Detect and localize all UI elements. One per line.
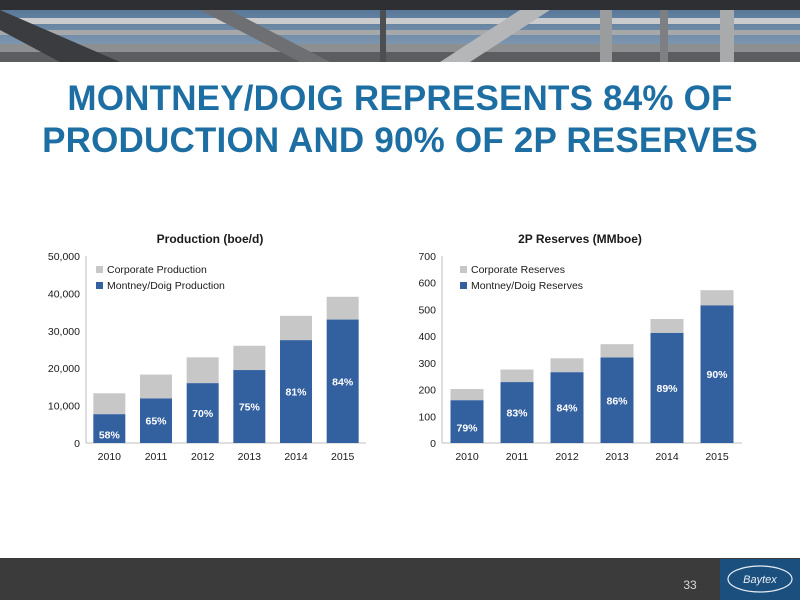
y-tick-label: 200: [418, 385, 436, 397]
x-tick-label: 2012: [555, 451, 579, 463]
legend-label-corporate: Corporate Production: [107, 264, 207, 276]
data-label-2013: 86%: [606, 395, 628, 407]
bar-montney-2011: [140, 398, 172, 443]
y-tick-label: 50,000: [48, 251, 80, 263]
x-tick-label: 2013: [238, 451, 262, 463]
x-tick-label: 2011: [506, 451, 529, 463]
bar-corporate-2012: [550, 358, 584, 373]
y-tick-label: 600: [418, 278, 436, 290]
bar-montney-2010: [450, 400, 484, 443]
legend-label-montney: Montney/Doig Production: [107, 280, 225, 292]
legend-swatch-montney: [96, 282, 103, 289]
y-tick-label: 0: [430, 438, 436, 450]
x-tick-label: 2013: [605, 451, 629, 463]
reserves-chart: 2P Reserves (MMboe) 0 100 200 300 400 500 600 7…: [418, 232, 742, 463]
data-label-2010: 58%: [99, 430, 121, 442]
bar-montney-2011: [500, 382, 534, 443]
bar-corporate-2015: [326, 296, 359, 320]
chart-legend: Corporate Production Montney/Doig Produc…: [96, 264, 225, 292]
y-tick-label: 500: [418, 304, 436, 316]
chart-title: Production (boe/d): [157, 232, 264, 246]
bar-corporate-2013: [600, 344, 634, 358]
bar-montney-2010: [93, 414, 126, 443]
title-line-1: MONTNEY/DOIG REPRESENTS 84% OF: [67, 79, 733, 118]
x-tick-label: 2010: [455, 451, 479, 463]
x-tick-label: 2015: [705, 451, 729, 463]
bar-corporate-2011: [140, 374, 172, 399]
page-number: 33: [683, 578, 697, 592]
header-photo-banner: [0, 0, 800, 62]
y-tick-label: 40,000: [48, 288, 80, 300]
data-label-2012: 84%: [556, 403, 578, 415]
legend-swatch-corporate: [460, 266, 467, 273]
bar-corporate-2014: [650, 319, 684, 333]
legend-label-corporate: Corporate Reserves: [471, 264, 565, 276]
bar-montney-2013: [233, 370, 266, 443]
data-label-2015: 84%: [332, 376, 354, 388]
data-label-2014: 89%: [656, 383, 678, 395]
bar-corporate-2010: [93, 393, 126, 415]
bar-montney-2015: [700, 305, 734, 443]
bar-corporate-2010: [450, 389, 484, 401]
bar-corporate-2014: [280, 315, 312, 341]
bar-montney-2013: [600, 357, 634, 443]
logo-mark: Baytex: [727, 565, 793, 593]
data-label-2011: 65%: [145, 416, 167, 428]
data-label-2012: 70%: [192, 408, 214, 420]
x-tick-label: 2015: [331, 451, 355, 463]
bar-corporate-2012: [186, 357, 219, 384]
y-tick-label: 0: [74, 438, 80, 450]
bar-corporate-2015: [700, 290, 734, 306]
chart-title: 2P Reserves (MMboe): [518, 232, 642, 246]
y-tick-label: 30,000: [48, 326, 80, 338]
y-tick-label: 400: [418, 331, 436, 343]
x-tick-label: 2010: [98, 451, 122, 463]
data-label-2013: 75%: [239, 402, 261, 414]
data-label-2015: 90%: [706, 369, 728, 381]
bar-corporate-2011: [500, 369, 534, 383]
x-tick-label: 2014: [655, 451, 679, 463]
bar-montney-2015: [326, 319, 359, 443]
bar-montney-2014: [280, 340, 312, 443]
legend-swatch-montney: [460, 282, 467, 289]
data-label-2014: 81%: [285, 387, 307, 399]
footer-bar: [0, 558, 800, 600]
logo-text: Baytex: [743, 574, 777, 586]
legend-swatch-corporate: [96, 266, 103, 273]
y-tick-label: 20,000: [48, 363, 80, 375]
bar-montney-2014: [650, 332, 684, 443]
data-label-2010: 79%: [456, 423, 478, 435]
pipeline-photo: [0, 0, 800, 62]
y-tick-label: 300: [418, 358, 436, 370]
bar-montney-2012: [186, 383, 219, 443]
title-line-2: PRODUCTION AND 90% OF 2P RESERVES: [42, 121, 758, 160]
legend-label-montney: Montney/Doig Reserves: [471, 280, 583, 292]
bar-corporate-2013: [233, 345, 266, 371]
x-tick-label: 2014: [284, 451, 308, 463]
y-tick-label: 10,000: [48, 401, 80, 413]
y-tick-label: 100: [418, 411, 436, 423]
company-logo: Baytex: [720, 559, 800, 600]
bar-montney-2012: [550, 372, 584, 443]
y-tick-label: 700: [418, 251, 436, 263]
x-tick-label: 2011: [145, 451, 168, 463]
production-chart: Production (boe/d) 0 10,000 20,000 30,000 40…: [48, 232, 366, 463]
slide-title: MONTNEY/DOIG REPRESENTS 84% OF PRODUCTIO…: [0, 78, 800, 162]
data-label-2011: 83%: [506, 408, 528, 420]
chart-legend: Corporate Reserves Montney/Doig Reserves: [460, 264, 583, 292]
x-tick-label: 2012: [191, 451, 215, 463]
